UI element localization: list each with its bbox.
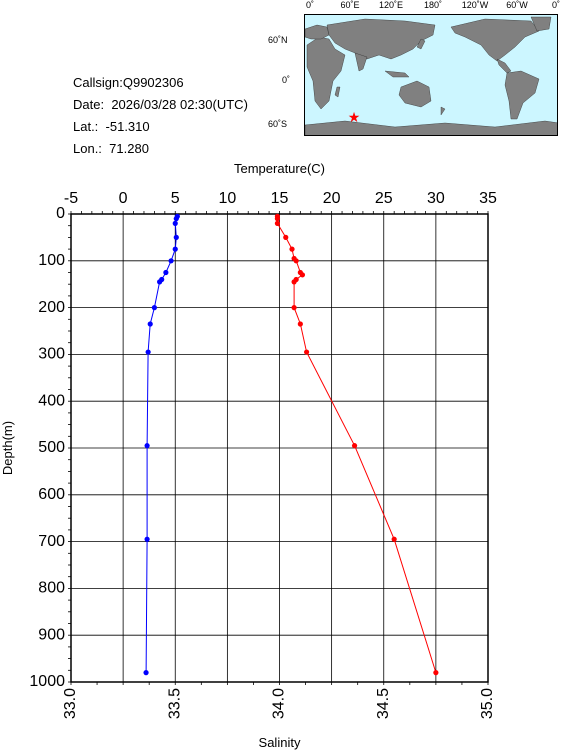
temperature-data-point — [144, 536, 150, 542]
date-label: Date: — [73, 97, 105, 112]
temperature-tick-label: 0 — [119, 190, 128, 207]
depth-tick-label: 600 — [38, 486, 65, 503]
map-lon-tick: 0˚ — [305, 0, 315, 10]
temperature-data-point — [173, 234, 179, 240]
callsign-row: Callsign:Q9902306 — [73, 72, 248, 94]
depth-tick-label: 500 — [38, 439, 65, 456]
india-landmass — [354, 52, 368, 72]
lat-row: Lat.: -51.310 — [73, 116, 248, 138]
lat-label: Lat.: — [73, 119, 99, 134]
temperature-data-point — [157, 279, 163, 285]
depth-tick-label: 0 — [56, 205, 65, 222]
salinity-tick-label: 33.0 — [62, 688, 79, 719]
temperature-data-point — [172, 246, 178, 252]
salinity-data-point — [274, 216, 281, 222]
salinity-data-point — [274, 220, 281, 226]
temperature-tick-label: 20 — [323, 190, 341, 207]
map-lat-tick: 0˚ — [282, 75, 291, 85]
depth-tick-label: 1000 — [29, 673, 65, 690]
map-lat-tick: 60˚N — [268, 35, 288, 45]
australia-landmass — [398, 80, 432, 108]
temperature-tick-label: 15 — [271, 190, 289, 207]
temperature-tick-label: -5 — [64, 190, 78, 207]
float-position-star-icon: ★ — [348, 110, 361, 126]
temperature-axis-label: Temperature(C) — [234, 161, 325, 176]
south-america-landmass — [504, 70, 540, 120]
salinity-data-point — [297, 321, 303, 327]
temperature-data-point — [168, 258, 174, 264]
salinity-data-point — [299, 272, 306, 278]
lon-label: Lon.: — [73, 141, 102, 156]
salinity-tick-label: 33.5 — [166, 688, 183, 719]
temperature-data-point — [163, 269, 169, 276]
japan-landmass — [416, 38, 426, 50]
indonesia-landmass — [384, 70, 410, 78]
map-lon-tick: 180˚ — [423, 0, 443, 10]
salinity-data-point — [391, 536, 397, 542]
madagascar-landmass — [334, 86, 341, 98]
temperature-tick-label: 30 — [427, 190, 445, 207]
lon-row: Lon.: 71.280 — [73, 138, 248, 160]
depth-tick-label: 100 — [38, 252, 65, 269]
world-map-drawing: ★ — [305, 16, 557, 135]
salinity-data-point — [291, 305, 297, 311]
temperature-data-point — [145, 349, 151, 355]
depth-tick-label: 800 — [38, 580, 65, 597]
salinity-data-point — [293, 258, 299, 264]
temperature-data-point — [151, 305, 157, 311]
lon-value: 71.280 — [109, 141, 149, 156]
salinity-data-point — [289, 246, 295, 252]
depth-tick-label: 700 — [38, 533, 65, 550]
map-lon-tick: 60˚E — [340, 0, 360, 10]
asia-landmass — [326, 18, 436, 60]
depth-tick-label: 900 — [38, 626, 65, 643]
map-lon-tick: 60˚W — [506, 0, 528, 10]
salinity-data-point — [283, 234, 289, 240]
salinity-data-point — [291, 279, 297, 285]
lat-value: -51.310 — [105, 119, 150, 134]
africa-landmass — [306, 36, 346, 110]
map-lon-tick: 120˚E — [378, 0, 404, 10]
world-map: ★ — [304, 14, 558, 136]
depth-axis-label: Depth(m) — [0, 421, 15, 475]
map-longitude-ticks: 0˚ 60˚E 120˚E 180˚ 120˚W 60˚W 0˚ — [290, 0, 564, 12]
temperature-data-point — [173, 216, 179, 222]
antarctica-landmass — [305, 120, 557, 135]
date-value: 2026/03/28 02:30(UTC) — [111, 97, 248, 112]
date-row: Date: 2026/03/28 02:30(UTC) — [73, 94, 248, 116]
map-lat-tick: 60˚S — [268, 119, 288, 129]
salinity-tick-label: 34.0 — [271, 688, 288, 719]
temperature-data-point — [172, 220, 178, 226]
depth-tick-label: 200 — [38, 299, 65, 316]
greenland-landmass — [530, 16, 552, 32]
temperature-tick-label: 5 — [171, 190, 180, 207]
temperature-data-point — [147, 321, 153, 327]
central-america-landmass — [496, 58, 512, 74]
map-lon-tick: 0˚ — [551, 0, 561, 10]
callsign-label: Callsign: — [73, 75, 123, 90]
temperature-tick-label: 10 — [218, 190, 236, 207]
callsign-value: Q9902306 — [122, 75, 184, 90]
temperature-tick-label: 25 — [375, 190, 393, 207]
north-america-landmass — [450, 18, 540, 62]
salinity-tick-label: 35.0 — [479, 688, 496, 719]
salinity-data-point — [351, 443, 358, 449]
float-info: Callsign:Q9902306 Date: 2026/03/28 02:30… — [73, 72, 248, 160]
map-lon-tick: 120˚W — [461, 0, 489, 10]
temperature-profile-line — [145, 216, 178, 673]
depth-tick-label: 400 — [38, 392, 65, 409]
salinity-tick-label: 34.5 — [375, 688, 392, 719]
europe-landmass — [305, 24, 330, 40]
temperature-tick-label: 35 — [479, 190, 497, 207]
salinity-data-point — [433, 670, 439, 676]
salinity-data-point — [304, 349, 310, 355]
temperature-data-point — [144, 443, 150, 449]
new-zealand-landmass — [440, 106, 446, 116]
depth-tick-label: 300 — [38, 346, 65, 363]
salinity-axis-label: Salinity — [259, 735, 301, 750]
temperature-data-point — [143, 670, 149, 676]
